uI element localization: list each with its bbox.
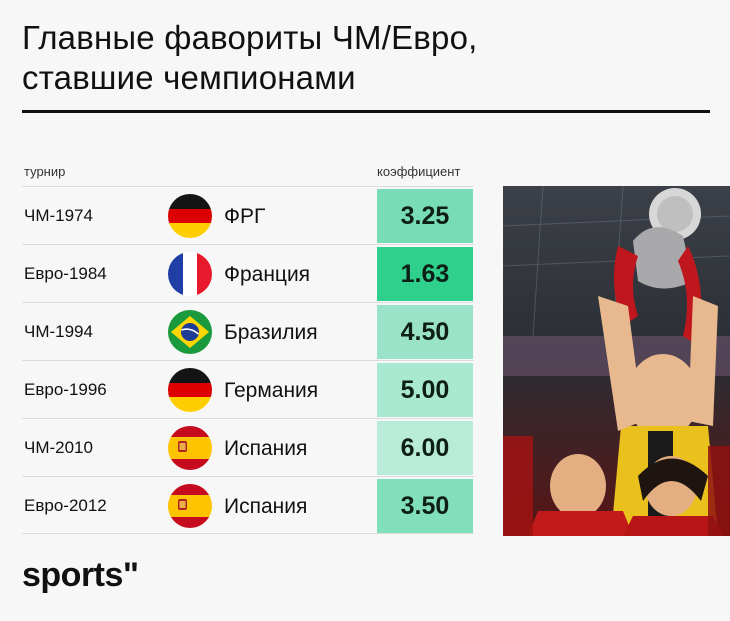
- team-cell: Испания: [224, 437, 308, 460]
- page-title: Главные фавориты ЧМ/Евро, ставшие чемпио…: [22, 18, 478, 98]
- table-row: Евро-1996 Германия 5.00: [22, 360, 474, 418]
- team-cell: Франция: [224, 263, 311, 286]
- title-divider: [22, 110, 710, 113]
- table-row: ЧМ-2010 Испания 6.00: [22, 418, 474, 476]
- team-cell: Испания: [224, 495, 308, 518]
- tournament-cell: Евро-1984: [24, 264, 107, 283]
- celebration-photo: [503, 186, 730, 536]
- coefficient-cell: 6.00: [377, 421, 473, 475]
- spain-flag-icon: [168, 426, 212, 470]
- tournament-cell: Евро-2012: [24, 496, 107, 515]
- coefficient-cell: 5.00: [377, 363, 473, 417]
- germany-flag-icon: [168, 368, 212, 412]
- spain-flag-icon: [168, 484, 212, 528]
- table-row: Евро-2012 Испания 3.50: [22, 476, 474, 534]
- brazil-flag-icon: [168, 310, 212, 354]
- table-row: ЧМ-1994 Бразилия 4.50: [22, 302, 474, 360]
- title-line-2: ставшие чемпионами: [22, 59, 356, 96]
- team-cell: ФРГ: [224, 205, 266, 228]
- coefficient-cell: 3.50: [377, 479, 473, 533]
- tournament-cell: ЧМ-1974: [24, 206, 93, 225]
- team-cell: Германия: [224, 379, 319, 402]
- coefficient-cell: 3.25: [377, 189, 473, 243]
- title-line-1: Главные фавориты ЧМ/Евро,: [22, 19, 478, 56]
- team-cell: Бразилия: [224, 321, 318, 344]
- column-header-coefficient: коэффициент: [377, 164, 461, 179]
- germany-flag-icon: [168, 194, 212, 238]
- favorites-table: ЧМ-1974 ФРГ 3.25 Евро-1984 Франция 1.63 …: [22, 186, 474, 534]
- table-row: ЧМ-1974 ФРГ 3.25: [22, 186, 474, 244]
- tournament-cell: ЧМ-1994: [24, 322, 93, 341]
- sports-logo: sports": [22, 556, 139, 594]
- tournament-cell: Евро-1996: [24, 380, 107, 399]
- column-header-tournament: турнир: [24, 164, 66, 179]
- coefficient-cell: 1.63: [377, 247, 473, 301]
- france-flag-icon: [168, 252, 212, 296]
- coefficient-cell: 4.50: [377, 305, 473, 359]
- tournament-cell: ЧМ-2010: [24, 438, 93, 457]
- table-row: Евро-1984 Франция 1.63: [22, 244, 474, 302]
